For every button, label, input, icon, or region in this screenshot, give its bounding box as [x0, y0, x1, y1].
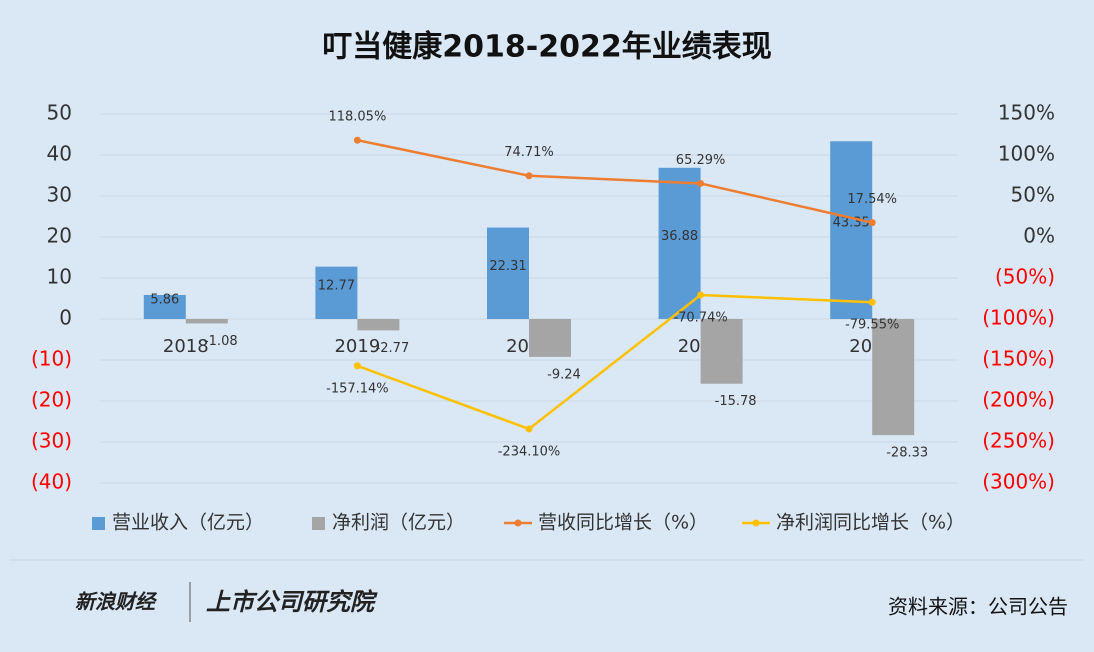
data-label: 17.54% [847, 192, 897, 207]
brand: 上市公司研究院 [206, 588, 378, 616]
data-label: -9.24 [547, 367, 581, 382]
data-label: -70.74% [673, 311, 727, 326]
bar [529, 319, 571, 357]
y-tick-label: 20 [47, 224, 72, 248]
y2-tick-label: (200%) [982, 388, 1055, 412]
source-note: 资料来源：公司公告 [888, 595, 1068, 619]
x-tick-label: 2019 [334, 336, 380, 357]
line [357, 138, 873, 224]
y2-tick-label: (250%) [982, 429, 1055, 453]
data-label: -1.08 [204, 334, 238, 349]
x-tick-label: 2018 [163, 336, 209, 357]
y2-tick-label: (150%) [982, 347, 1055, 371]
data-label: 74.71% [504, 145, 554, 160]
y2-tick-label: 100% [998, 142, 1055, 166]
bar [143, 294, 186, 319]
y-tick-label: (20) [31, 388, 72, 412]
line-marker [525, 172, 533, 180]
line-marker [353, 136, 361, 144]
line-marker [868, 219, 876, 227]
plot: 50 40 30 20 10 0 (10) (20) (30) (40) 150% 100% 50% 0%… [31, 101, 1055, 534]
bar [487, 227, 529, 319]
y-tick-label: 10 [47, 265, 72, 289]
bar [357, 319, 400, 331]
y2-tick-label: (50%) [995, 265, 1055, 289]
y-tick-label: 50 [47, 101, 72, 125]
data-label: 5.86 [150, 292, 179, 307]
bar [185, 319, 228, 324]
data-label: -2.77 [376, 341, 410, 356]
data-label: 22.31 [489, 259, 526, 274]
data-label: -157.14% [326, 381, 389, 396]
y-tick-label: (10) [31, 347, 72, 371]
bar [872, 319, 915, 436]
legend-swatch [312, 517, 325, 530]
data-label: 118.05% [328, 110, 386, 125]
data-label: 12.77 [318, 278, 355, 293]
data-label: 65.29% [676, 153, 726, 168]
legend-label: 营收同比增长（%） [538, 512, 708, 534]
legend-label: 净利润（亿元） [332, 512, 465, 534]
y2-tick-label: 50% [1011, 183, 1055, 207]
brand: 新浪财经 [75, 590, 158, 614]
bar [700, 319, 743, 384]
bar [830, 141, 873, 319]
line-marker [525, 425, 533, 433]
bar [658, 167, 701, 319]
chart-title: 叮当健康2018-2022年业绩表现 [322, 30, 771, 65]
y-tick-label: (30) [31, 429, 72, 453]
legend-label: 净利润同比增长（%） [776, 512, 965, 534]
legend-swatch [92, 517, 105, 530]
data-label: 36.88 [661, 229, 698, 244]
line-marker [868, 298, 876, 306]
y2-tick-label: (300%) [982, 470, 1055, 494]
data-label: -28.33 [886, 446, 928, 461]
y-tick-label: 0 [59, 306, 72, 330]
y2-tick-label: 150% [998, 101, 1055, 125]
data-label: -234.10% [498, 444, 561, 459]
y-tick-label: 40 [47, 142, 72, 166]
bar [315, 266, 358, 319]
legend-swatch [752, 519, 760, 527]
line-marker [353, 362, 361, 370]
line-marker [697, 291, 705, 299]
line-marker [697, 179, 705, 187]
legend-label: 营业收入（亿元） [112, 512, 264, 534]
y-tick-label: 30 [47, 183, 72, 207]
data-label: -15.78 [715, 394, 757, 409]
legend-swatch [514, 519, 522, 527]
y2-tick-label: 0% [1023, 224, 1055, 248]
line [356, 293, 873, 431]
y2-tick-label: (100%) [982, 306, 1055, 330]
y-tick-label: (40) [31, 470, 72, 494]
data-label: -79.55% [845, 318, 899, 333]
